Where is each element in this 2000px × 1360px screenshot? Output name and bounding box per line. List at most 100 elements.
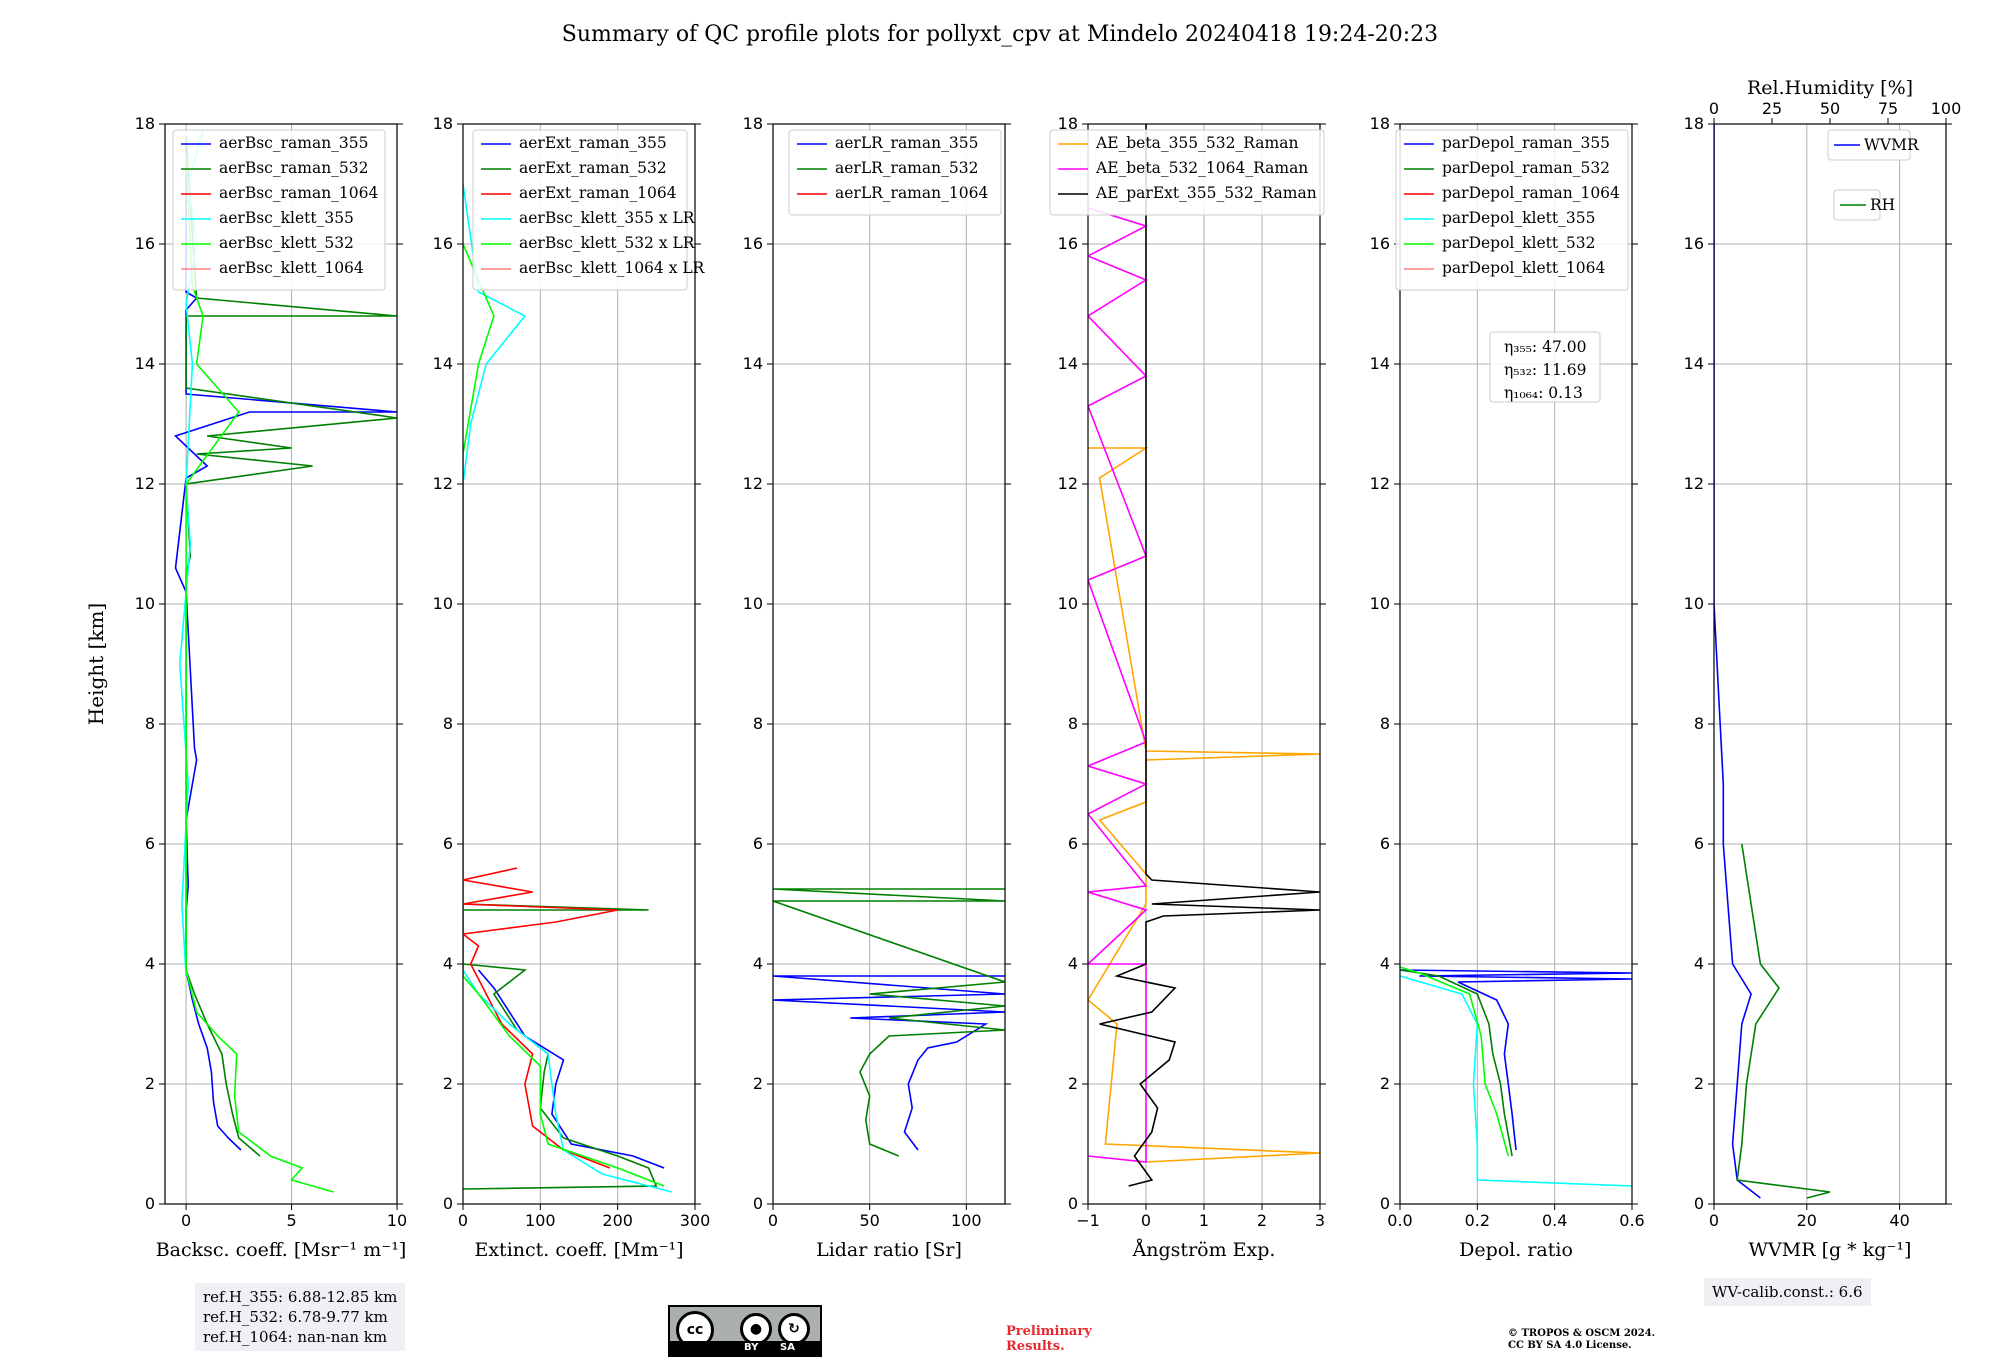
y-tick-label: 6 (145, 834, 155, 853)
y-tick-label: 18 (1058, 114, 1078, 133)
legend-box (172, 129, 386, 291)
eta-annotation-box (1489, 331, 1601, 403)
y-tick-label: 16 (433, 234, 453, 253)
y-tick-label: 2 (443, 1074, 453, 1093)
legend-label: parDepol_klett_1064 (1442, 259, 1605, 277)
series-line-parDepol_klett_532 (1400, 966, 1510, 1157)
top-tick-label: 0 (1709, 99, 1719, 118)
x-axis-label: Extinct. coeff. [Mm⁻¹] (474, 1239, 683, 1261)
series-line-aerExt_raman_355 (477, 969, 665, 1169)
y-tick-label: 18 (1684, 114, 1704, 133)
y-tick-label: 4 (753, 954, 763, 973)
y-tick-label: 8 (443, 714, 453, 733)
axes-frame (1713, 123, 1947, 1205)
wv-calib-const: WV-calib.const.: 6.6 (1712, 1283, 1863, 1301)
y-tick-label: 16 (135, 234, 155, 253)
legend-label: parDepol_raman_1064 (1442, 184, 1620, 202)
y-axis-label: Height [km] (84, 603, 108, 725)
series-line-parDepol_klett_355 (1400, 975, 1632, 1187)
legend-label: aerBsc_klett_355 x LR (519, 209, 696, 227)
y-tick-label: 14 (1058, 354, 1078, 373)
x-axis-label: Backsc. coeff. [Msr⁻¹ m⁻¹] (156, 1239, 407, 1261)
legend-label: aerExt_raman_532 (519, 159, 667, 177)
panel-ext: 0 100 200 300 0 2 4 6 8 10 12 14 16 18 Extinct. coeff.… (433, 114, 711, 1261)
x-tick-label: 0 (768, 1211, 778, 1230)
panel-wv: 0 20 40 0 2 4 6 8 10 12 14 16 18 WVMR [g * kg⁻¹] 0 25 50… (1684, 77, 1962, 1261)
series-line-aerLR_raman_355 (773, 975, 1005, 1151)
y-tick-label: 18 (743, 114, 763, 133)
reference-height-box: ref.H_355: 6.88-12.85 km ref.H_532: 6.78… (195, 1283, 406, 1351)
legend-label: aerBsc_klett_532 (219, 234, 354, 252)
ref-height-1064: ref.H_1064: nan-nan km (203, 1328, 388, 1346)
x-tick-label: 3 (1315, 1211, 1325, 1230)
series-line-RH (1736, 843, 1831, 1199)
cc-by-label: BY (744, 1342, 759, 1353)
axes-frame (772, 123, 1006, 1205)
x-tick-label: 0 (1709, 1211, 1719, 1230)
sa-share-icon: ↻ (778, 1313, 810, 1345)
legend-label: parDepol_klett_532 (1442, 234, 1595, 252)
x-axis-label: Lidar ratio [Sr] (816, 1239, 962, 1261)
legend-label: AE_beta_532_1064_Raman (1095, 159, 1308, 177)
legend-label: aerBsc_raman_1064 (219, 184, 379, 202)
cc-badge-bar (670, 1341, 820, 1355)
y-tick-label: 12 (1684, 474, 1704, 493)
y-tick-label: 2 (1068, 1074, 1078, 1093)
eta-annotation-text: η₃₅₅: 47.00 (1504, 338, 1586, 356)
preliminary-line-2: Results. (1006, 1339, 1065, 1354)
y-tick-label: 16 (1370, 234, 1390, 253)
x-tick-label: 20 (1797, 1211, 1817, 1230)
series-line-parDepol_raman_532 (1400, 969, 1513, 1157)
y-tick-label: 10 (1058, 594, 1078, 613)
x-tick-label: 0.6 (1619, 1211, 1644, 1230)
cc-license-badge: cc ● ↻ BY SA (668, 1305, 822, 1357)
copyright-line-1: © TROPOS & OSCM 2024. (1508, 1328, 1656, 1339)
legend-label: aerBsc_raman_532 (219, 159, 369, 177)
legend-label: aerExt_raman_1064 (519, 184, 677, 202)
y-tick-label: 8 (753, 714, 763, 733)
y-tick-label: 14 (135, 354, 155, 373)
x-tick-label: 1 (1199, 1211, 1209, 1230)
y-tick-label: 4 (443, 954, 453, 973)
x-tick-label: 100 (951, 1211, 982, 1230)
x-tick-label: 100 (525, 1211, 556, 1230)
top-axis-label: Rel.Humidity [%] (1747, 77, 1913, 99)
axes-frame (1399, 123, 1633, 1205)
y-tick-label: 6 (753, 834, 763, 853)
x-tick-label: 0 (181, 1211, 191, 1230)
legend-label: aerExt_raman_355 (519, 134, 667, 152)
top-tick-label: 100 (1931, 99, 1962, 118)
y-tick-label: 12 (1370, 474, 1390, 493)
axes-frame (462, 123, 696, 1205)
legend-label: aerLR_raman_355 (835, 134, 978, 152)
y-tick-label: 18 (433, 114, 453, 133)
y-tick-label: 6 (1380, 834, 1390, 853)
legend-label: RH (1870, 196, 1895, 214)
y-tick-label: 8 (145, 714, 155, 733)
series-line-aerBsc_klett_532 x LR (463, 243, 665, 1187)
copyright-line-2: CC BY SA 4.0 License. (1508, 1340, 1632, 1351)
copyright-note: © TROPOS & OSCM 2024. CC BY SA 4.0 Licen… (1508, 1328, 1655, 1352)
legend-label: WVMR (1864, 136, 1920, 154)
y-tick-label: 10 (743, 594, 763, 613)
series-line-AE_parExt_355_532_Raman (1099, 124, 1320, 1187)
legend-label: aerLR_raman_532 (835, 159, 978, 177)
x-tick-label: 0 (458, 1211, 468, 1230)
top-tick-label: 50 (1820, 99, 1840, 118)
y-tick-label: 0 (1694, 1194, 1704, 1213)
x-tick-label: 300 (680, 1211, 711, 1230)
y-tick-label: 14 (433, 354, 453, 373)
y-tick-label: 16 (1058, 234, 1078, 253)
cc-sa-label: SA (780, 1342, 795, 1353)
legend-label: aerBsc_klett_532 x LR (519, 234, 696, 252)
legend-label: parDepol_klett_355 (1442, 209, 1595, 227)
legend-label: aerBsc_klett_1064 x LR (519, 259, 706, 277)
x-tick-label: 50 (859, 1211, 879, 1230)
legend-label: aerBsc_raman_355 (219, 134, 369, 152)
y-tick-label: 8 (1694, 714, 1704, 733)
axes-frame (164, 123, 398, 1205)
y-tick-label: 14 (743, 354, 763, 373)
y-tick-label: 14 (1370, 354, 1390, 373)
